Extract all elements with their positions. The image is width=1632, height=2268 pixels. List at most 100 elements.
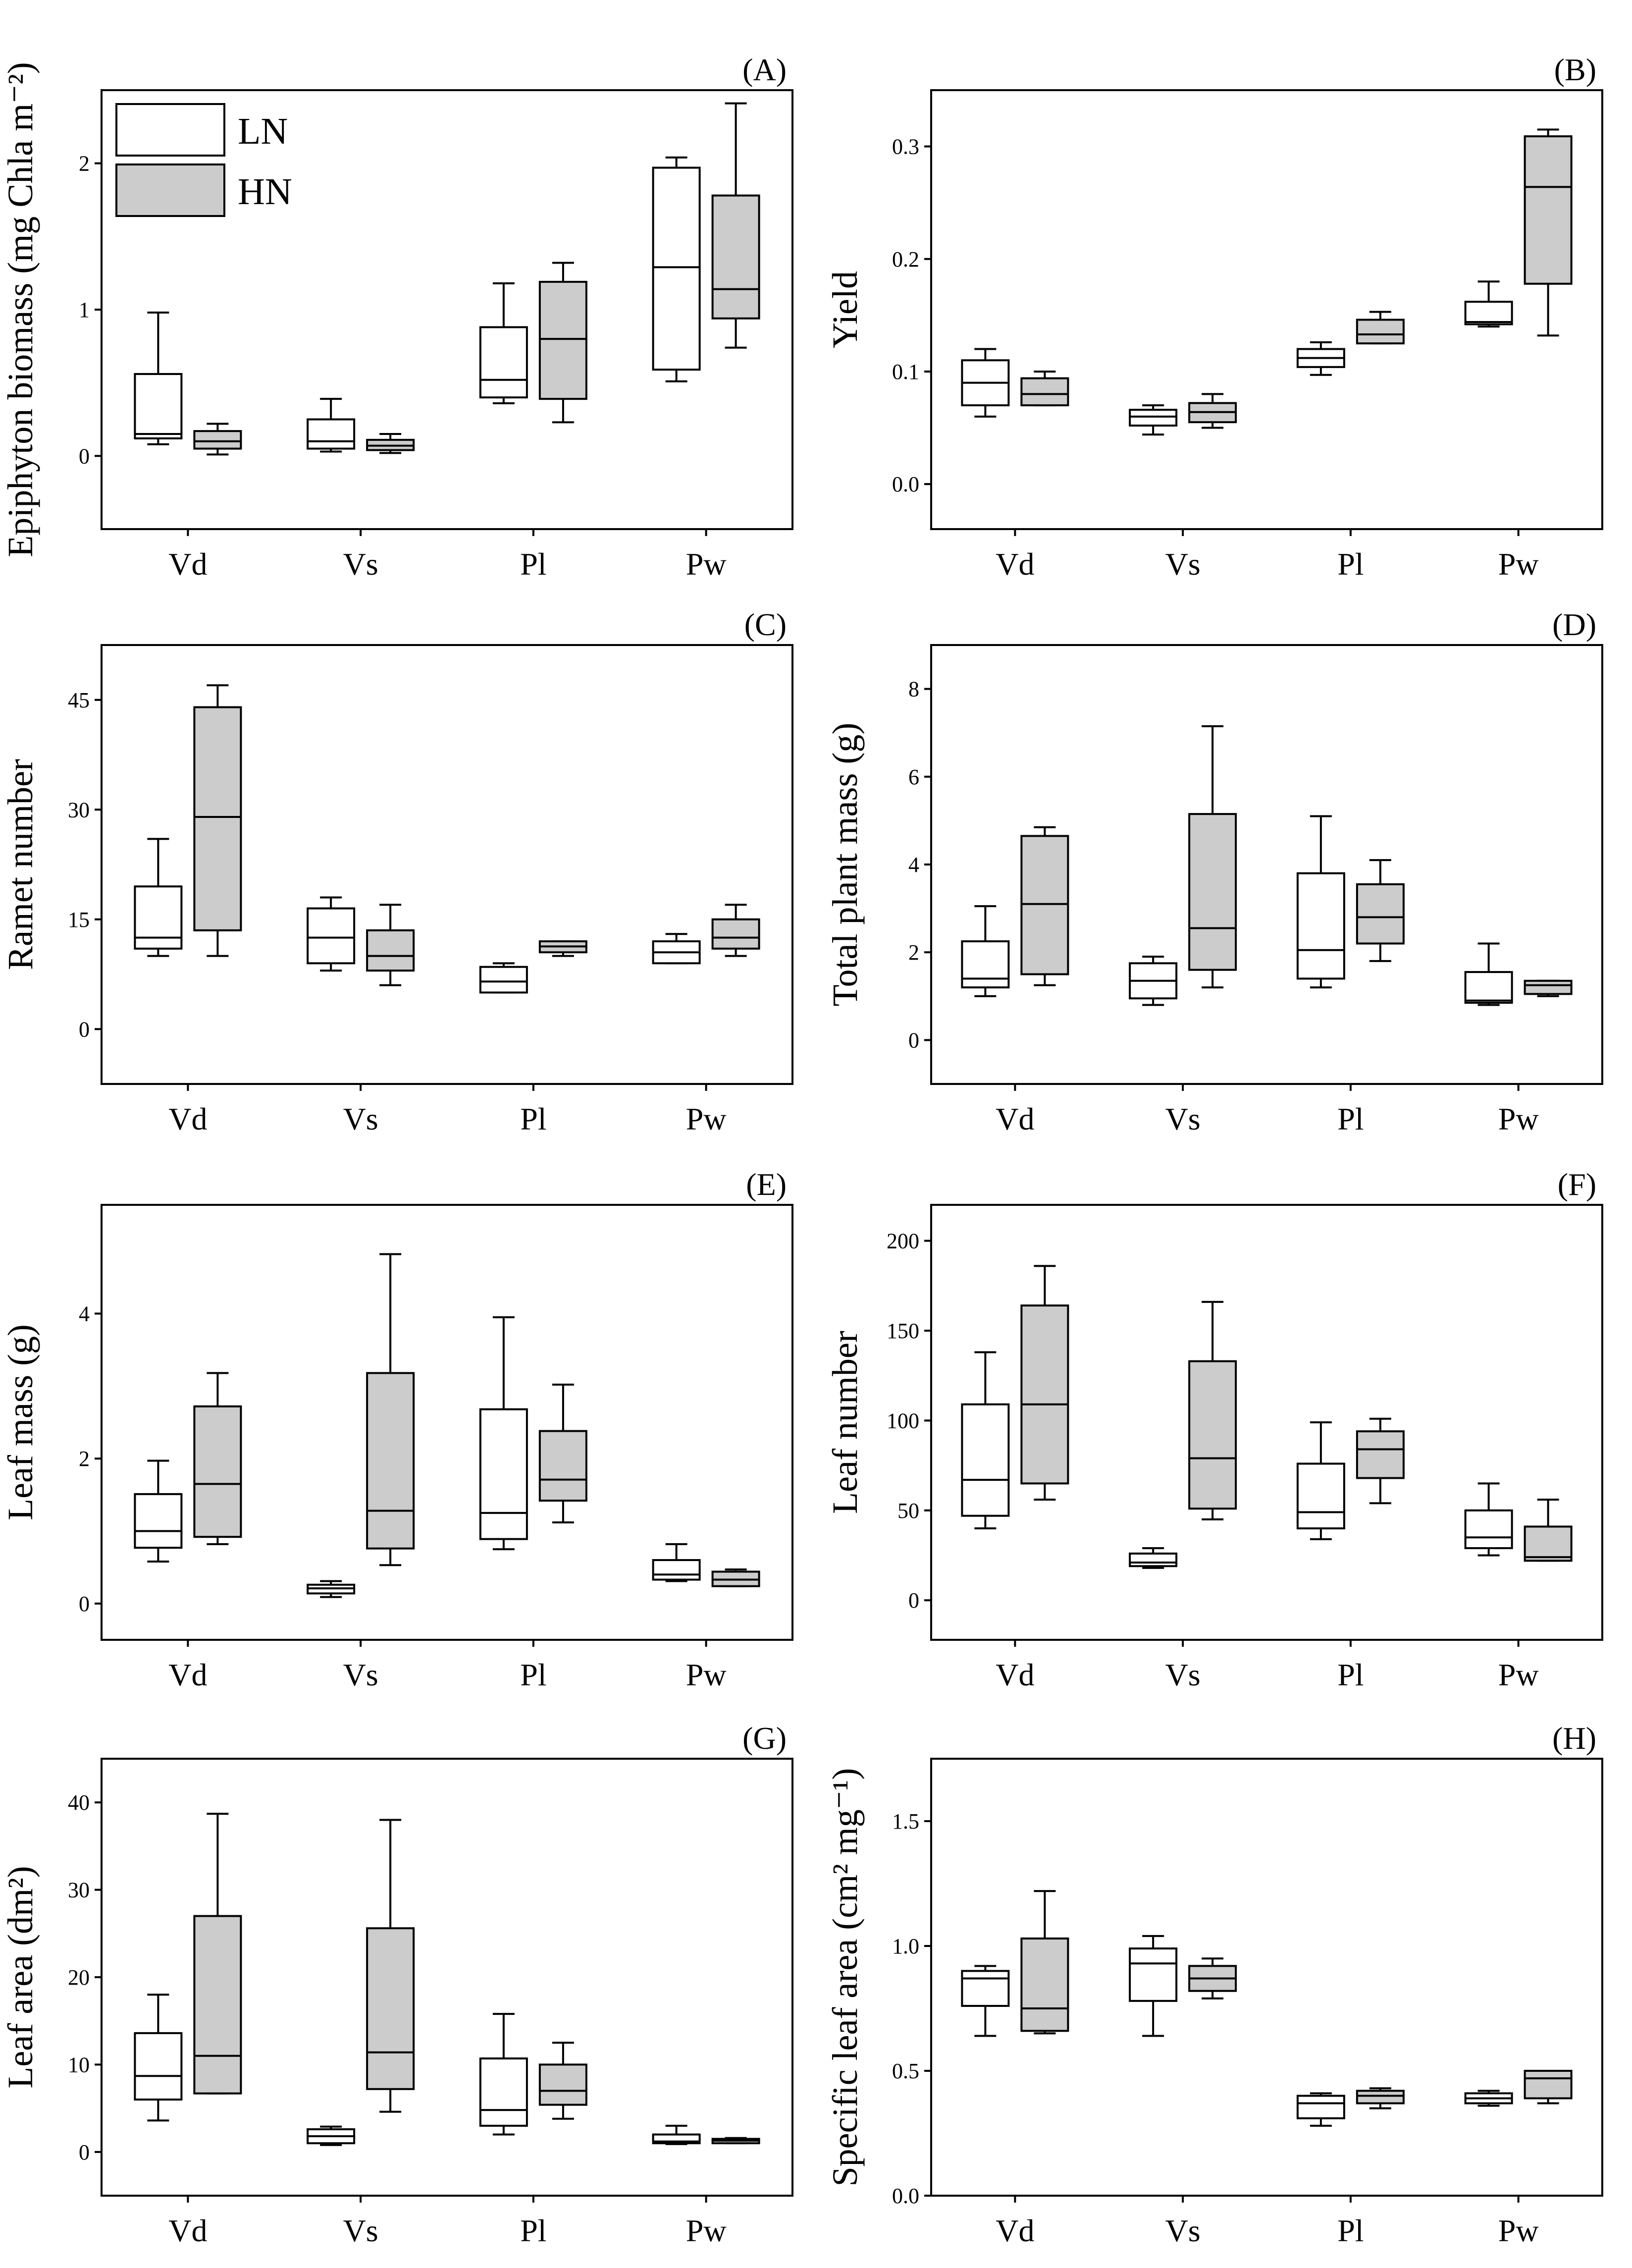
box-hn-vs	[366, 433, 415, 454]
iqr-box	[1296, 872, 1345, 980]
x-tick-label: Pw	[686, 2213, 727, 2248]
iqr-box	[1524, 135, 1573, 285]
box-ln-pw	[652, 156, 701, 382]
box-hn-vd	[1020, 826, 1069, 986]
x-tick-label: Pl	[1337, 546, 1364, 582]
iqr-box	[134, 885, 183, 950]
iqr-box	[193, 430, 242, 450]
box-hn-pw	[711, 904, 760, 957]
box-ln-vs	[307, 1580, 356, 1598]
box-hn-pw	[1524, 979, 1573, 997]
box-ln-pl	[479, 962, 528, 994]
iqr-box	[134, 1493, 183, 1549]
box-hn-vd	[193, 423, 242, 456]
iqr-box	[961, 940, 1010, 989]
iqr-box	[134, 373, 183, 439]
box-ln-vs	[1129, 956, 1178, 1006]
panel-label: (B)	[1554, 52, 1596, 87]
iqr-box	[652, 1559, 701, 1581]
box-hn-pl	[538, 2042, 587, 2120]
iqr-box	[366, 929, 415, 972]
x-tick-label: Vd	[168, 1657, 207, 1692]
x-tick-label: Pl	[1337, 2213, 1364, 2248]
iqr-box	[1129, 1552, 1178, 1567]
panel-h: 0.0 0.5 1.0 1.5 Specific leaf area (cm² mg⁻¹…	[825, 1721, 1603, 2248]
y-tick-label: 15	[68, 908, 90, 932]
y-tick-label: 8	[908, 677, 919, 702]
y-tick-label: 0	[908, 1588, 919, 1613]
panel-g: 0 10 20 30 40 Leaf area (dm²) (G) Vd Vs Pl Pw	[0, 1721, 793, 2248]
box-hn-vs	[1188, 725, 1237, 989]
y-axis-label: Ramet number	[0, 759, 40, 970]
box-hn-pl	[1356, 1417, 1405, 1505]
box-ln-vd	[134, 838, 183, 957]
box-ln-pl	[1296, 341, 1345, 376]
box-hn-vs	[366, 904, 415, 986]
plot-frame	[930, 1758, 1603, 2197]
iqr-box	[134, 2032, 183, 2101]
box-ln-vd	[961, 1965, 1010, 2037]
iqr-box	[1296, 2095, 1345, 2119]
iqr-box	[1188, 1360, 1237, 1510]
box-hn-vd	[1020, 1890, 1069, 2035]
iqr-box	[538, 1430, 587, 1502]
x-tick-label: Pw	[1498, 1657, 1539, 1692]
y-tick-label: 1.5	[892, 1809, 919, 1834]
box-hn-pl	[538, 1383, 587, 1523]
y-tick-label: 0.5	[892, 2059, 919, 2083]
x-tick-label: Pl	[520, 546, 546, 582]
box-ln-vs	[1129, 1547, 1178, 1569]
x-tick-label: Vd	[996, 2213, 1034, 2248]
iqr-box	[1020, 1937, 1069, 2032]
box-ln-pl	[1296, 1421, 1345, 1540]
iqr-box	[193, 1405, 242, 1538]
box-ln-vs	[1129, 404, 1178, 436]
y-tick-label: 2	[79, 152, 90, 176]
box-ln-vs	[307, 896, 356, 972]
y-tick-label: 2	[79, 1447, 90, 1471]
iqr-box	[1020, 377, 1069, 407]
x-tick-label: Vd	[168, 2213, 207, 2248]
x-tick-label: Vs	[343, 546, 378, 582]
legend-swatch-hn	[115, 163, 225, 217]
box-ln-vs	[1129, 1935, 1178, 2037]
y-axis-label: Yield	[825, 271, 865, 348]
box-ln-vd	[134, 311, 183, 445]
y-tick-label: 0	[908, 1028, 919, 1052]
iqr-box	[1020, 1304, 1069, 1485]
y-tick-label: 150	[887, 1319, 919, 1343]
y-tick-label: 4	[908, 853, 919, 877]
x-tick-label: Pw	[1498, 2213, 1539, 2248]
iqr-box	[711, 918, 760, 950]
iqr-box	[1356, 883, 1405, 945]
panel-d: 0 2 4 6 8 Total plant mass (g) (D) Vd Vs Pl Pw	[825, 607, 1603, 1136]
x-tick-label: Pw	[686, 546, 727, 582]
iqr-box	[1356, 1430, 1405, 1479]
y-tick-label: 30	[68, 798, 90, 822]
x-tick-label: Vd	[168, 546, 207, 582]
y-tick-label: 20	[68, 1965, 90, 1990]
y-tick-label: 1.0	[892, 1934, 919, 1958]
y-tick-label: 30	[68, 1878, 90, 1902]
iqr-box	[1356, 2090, 1405, 2105]
y-tick-label: 10	[68, 2052, 90, 2077]
x-tick-label: Vs	[1165, 546, 1201, 582]
box-hn-vd	[193, 684, 242, 957]
iqr-box	[1464, 971, 1513, 1004]
panel-label: (F)	[1558, 1167, 1596, 1202]
y-tick-label: 0	[79, 2140, 90, 2164]
y-tick-label: 40	[68, 1790, 90, 1815]
x-tick-label: Vs	[343, 1101, 378, 1136]
box-ln-pw	[1464, 942, 1513, 1006]
box-ln-pl	[1296, 815, 1345, 989]
plot-frame	[930, 89, 1603, 530]
box-ln-vd	[134, 1994, 183, 2122]
x-tick-label: Pl	[1337, 1101, 1364, 1136]
box-hn-vs	[366, 1253, 415, 1566]
box-hn-pw	[711, 1568, 760, 1587]
y-tick-label: 45	[68, 688, 90, 712]
y-axis-label: Specific leaf area (cm² mg⁻¹)	[825, 1768, 865, 2187]
box-hn-vd	[1020, 370, 1069, 407]
iqr-box	[479, 2057, 528, 2127]
